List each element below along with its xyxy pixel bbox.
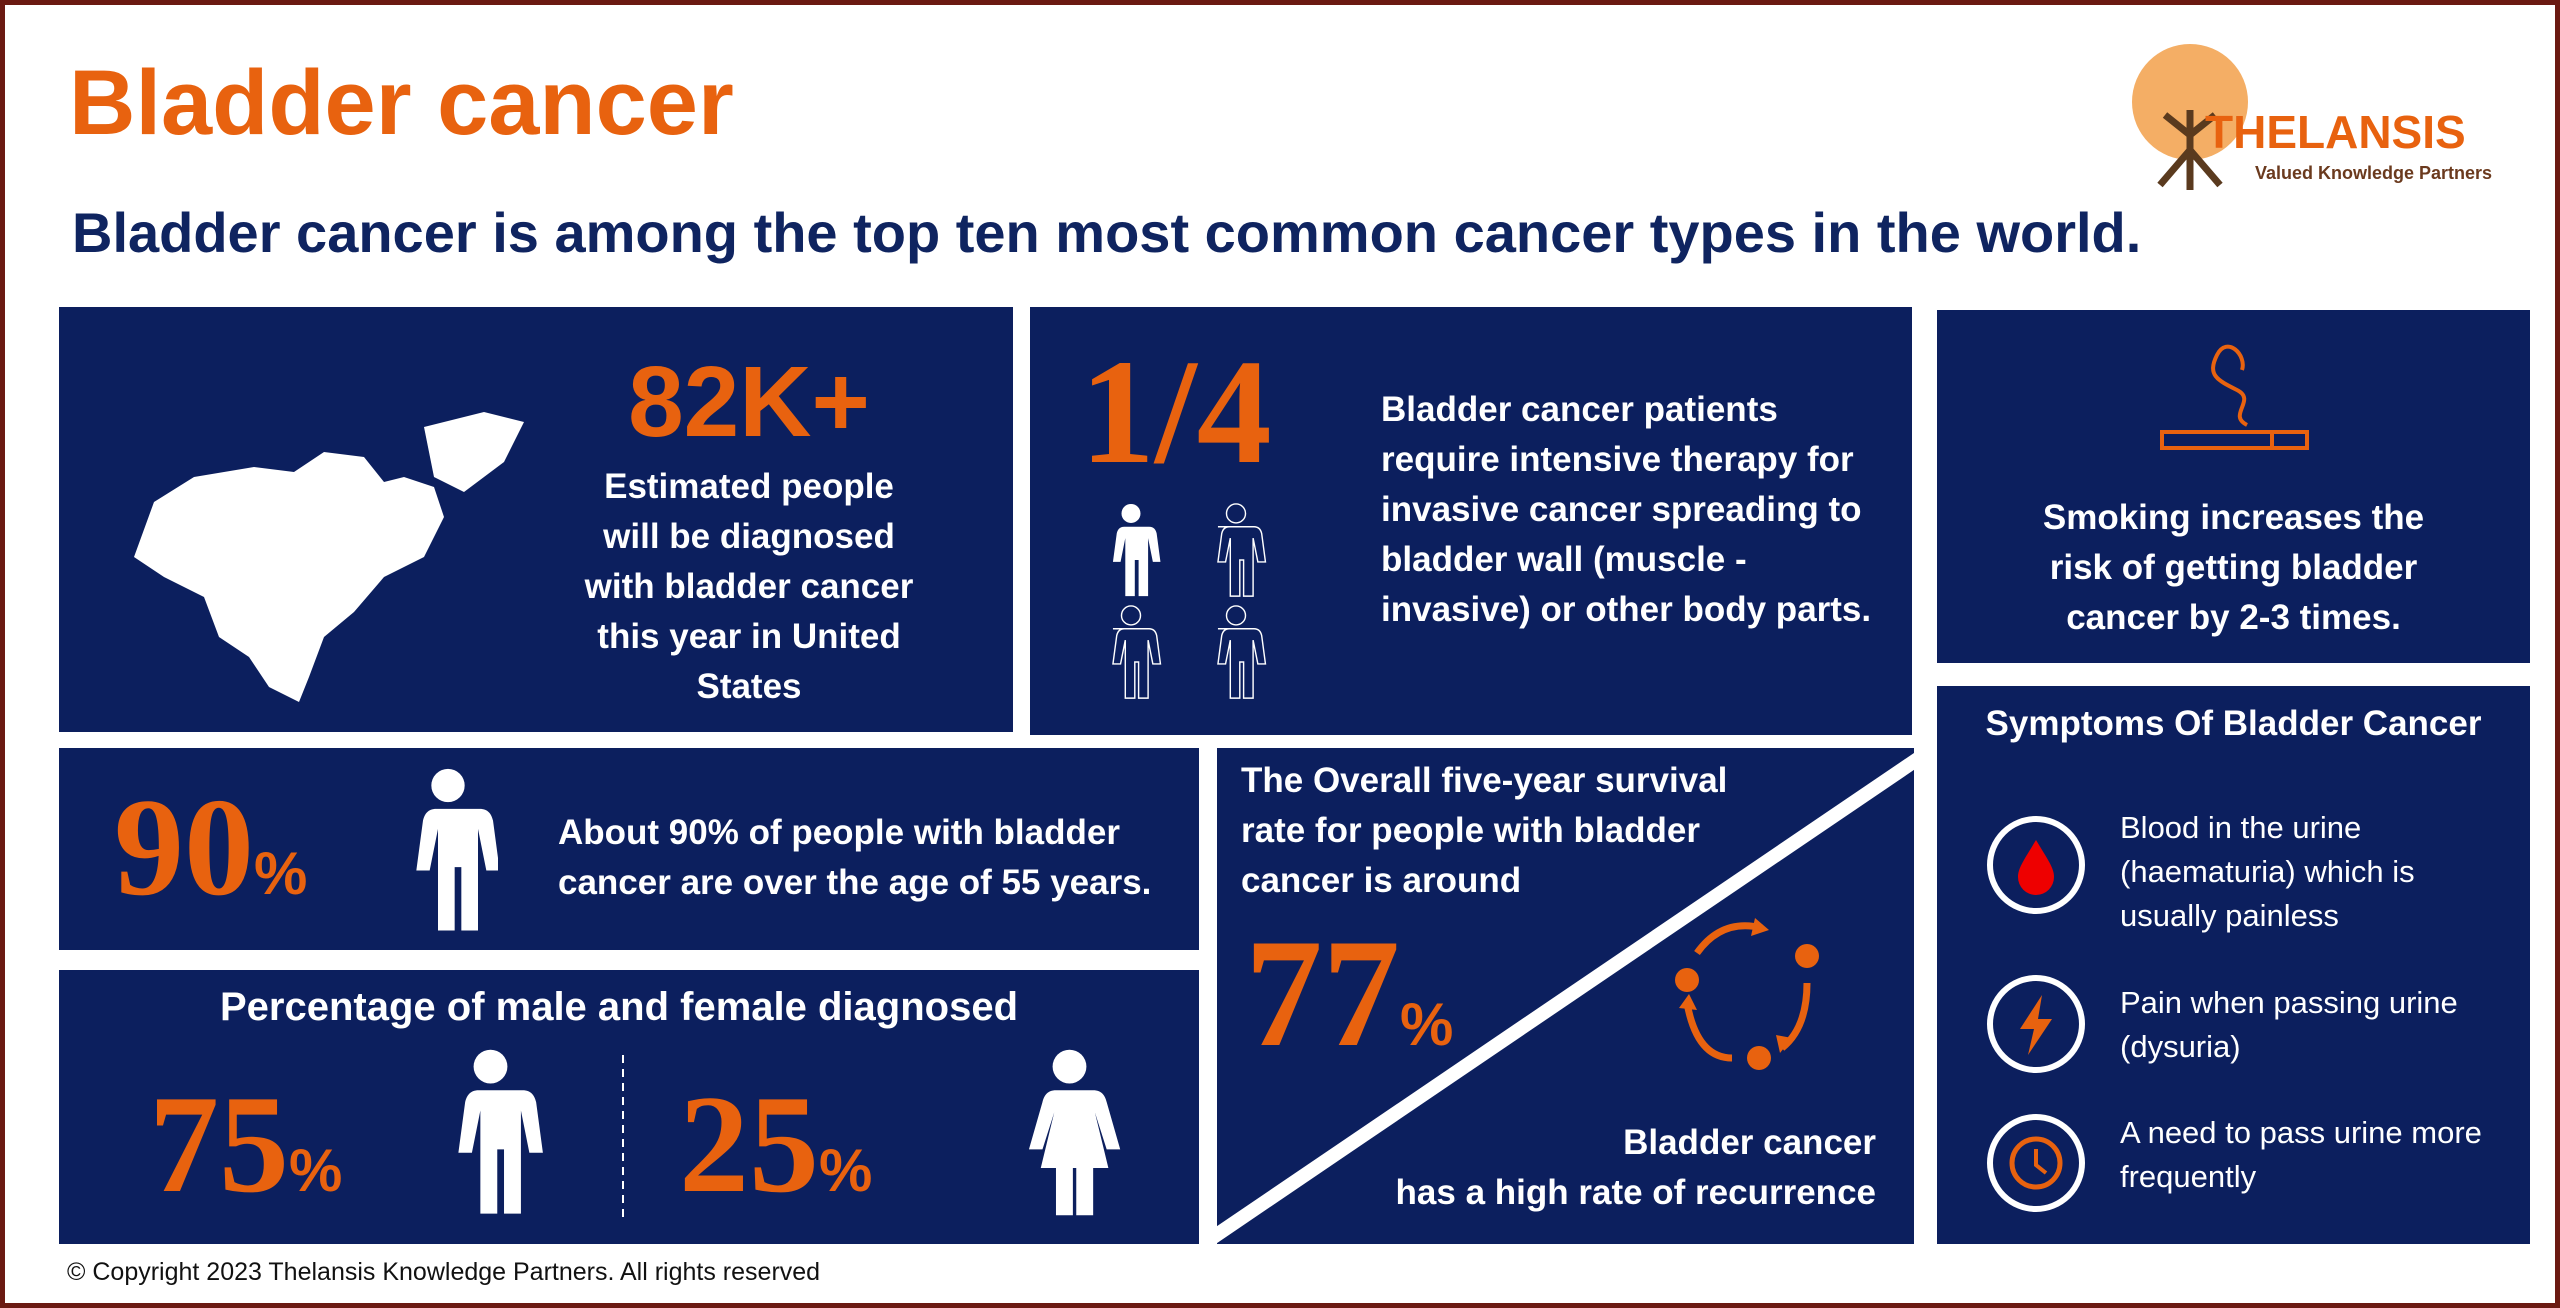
- diagonal-divider: [1217, 752, 1914, 1244]
- description: Smoking increases the risk of getting bl…: [2042, 498, 2425, 637]
- copyright: © Copyright 2023 Thelansis Knowledge Par…: [67, 1258, 821, 1286]
- north-america-map: [134, 412, 524, 702]
- recurrence-line: has a high rate of recurrence: [1395, 1173, 1876, 1212]
- logo-icon: [2132, 44, 2248, 190]
- stat-unit: %: [819, 1137, 873, 1204]
- logo-name: THELANSIS: [2205, 106, 2466, 158]
- symptom-icons: [1987, 816, 2085, 1212]
- cigarette-icon: [2160, 344, 2309, 450]
- description: Bladder cancer patients require intensiv…: [1381, 390, 1872, 629]
- stat-unit: %: [289, 1137, 343, 1204]
- gender-title: Percentage of male and female diagnosed: [219, 985, 1019, 1029]
- stat: 82K+: [628, 346, 870, 458]
- logo-tagline: Valued Knowledge Partners: [2255, 163, 2493, 183]
- title: Bladder cancer: [69, 52, 734, 154]
- smoking-panel: Smoking increases the risk of getting bl…: [1937, 310, 2530, 663]
- description: About 90% of people with bladder cancer …: [558, 813, 1152, 902]
- symptom-item: Blood in the urine (haematuria) which is…: [2120, 810, 2415, 933]
- symptom-item: A need to pass urine more frequently: [2120, 1115, 2482, 1194]
- symptoms-title: Symptoms Of Bladder Cancer: [1985, 704, 2482, 743]
- subtitle: Bladder cancer is among the top ten most…: [72, 201, 2142, 264]
- symptoms-panel: Symptoms Of Bladder Cancer Blood in the …: [1937, 686, 2530, 1244]
- symptom-item: Pain when passing urine (dysuria): [2120, 985, 2458, 1064]
- male-stat: 75%: [149, 1065, 342, 1251]
- divider: [622, 1055, 624, 1220]
- gender-panel: Percentage of male and female diagnosed …: [59, 970, 1199, 1244]
- intensive-therapy-panel: 1/4 Bladder cancer patients require inte…: [1030, 307, 1912, 735]
- survival-panel: The Overall five-year survival rate for …: [1217, 748, 1914, 1244]
- recurrence-line: Bladder cancer: [1623, 1123, 1876, 1162]
- people-icons: [1111, 503, 1267, 700]
- stat: 77%: [1245, 908, 1453, 1110]
- survival-text: The Overall five-year survival rate for …: [1241, 761, 1728, 900]
- male-icon: [458, 1049, 543, 1214]
- stat-number: 77: [1245, 907, 1400, 1079]
- age-panel: 90% About 90% of people with bladder can…: [59, 748, 1199, 950]
- female-stat: 25%: [679, 1065, 872, 1251]
- recurrence-icon: [1675, 918, 1819, 1070]
- description: Estimated people will be diagnosed with …: [584, 467, 914, 706]
- stat: 90%: [114, 768, 307, 954]
- stat-number: 75: [149, 1067, 289, 1222]
- us-cases-panel: 82K+ Estimated people will be diagnosed …: [59, 307, 1013, 732]
- recurrence-text: Bladder cancer has a high rate of recurr…: [1396, 1118, 1876, 1218]
- stat-number: 90: [114, 770, 254, 925]
- stat-number: 25: [679, 1067, 819, 1222]
- stat: 1/4: [1080, 329, 1272, 495]
- person-icon: [416, 768, 498, 931]
- female-icon: [1028, 1049, 1121, 1216]
- stat-unit: %: [1400, 991, 1454, 1058]
- stat-unit: %: [254, 840, 308, 907]
